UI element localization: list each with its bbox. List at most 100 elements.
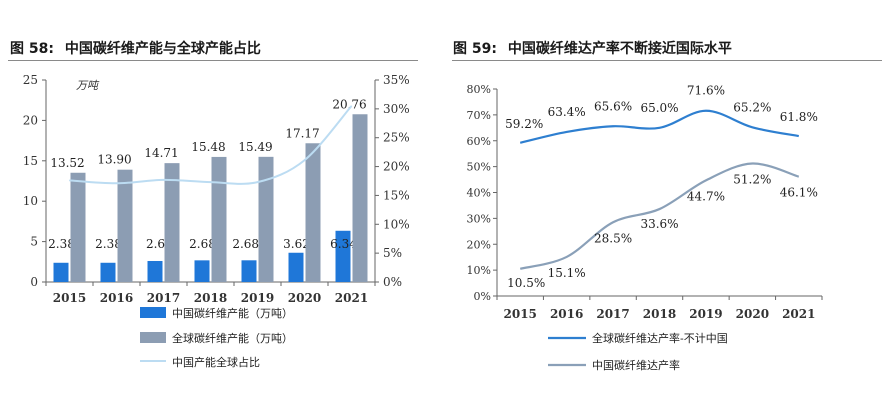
left-x-tick-label: 2021 [335, 291, 368, 305]
global-capacity-label: 13.90 [97, 153, 131, 167]
left-y-tick-label: 25 [23, 73, 38, 87]
legend-label-global-rate: 全球碳纤维达产率-不计中国 [592, 331, 728, 345]
left-chart-title: 图 58: 中国碳纤维产能与全球产能占比 [10, 38, 261, 58]
left-y-tick-label: 5 [30, 235, 38, 249]
china-capacity-label: 2.38 [95, 237, 122, 251]
china-rate-label: 33.6% [640, 217, 678, 231]
global-rate-line [519, 109, 799, 144]
global-rate-label: 61.8% [780, 110, 818, 124]
china-rate-label: 44.7% [687, 189, 725, 203]
china-rate-line [519, 162, 800, 270]
right-y-tick-label: 10% [467, 264, 491, 277]
left-x-tick-label: 2017 [147, 291, 180, 305]
china-share-point [116, 182, 117, 184]
global-capacity-label: 14.71 [144, 146, 178, 160]
left-figure-label: 图 58: [10, 41, 54, 57]
left-y2-tick-label: 35% [383, 73, 410, 87]
right-y-tick-label: 70% [467, 109, 491, 122]
global-capacity-label: 17.17 [285, 126, 319, 140]
left-y-tick-label: 15 [23, 154, 38, 168]
global-capacity-label: 15.48 [191, 140, 225, 154]
right-x-tick-label: 2015 [504, 307, 537, 321]
china-capacity-bar [194, 260, 210, 282]
right-x-tick-label: 2017 [596, 307, 629, 321]
left-y-tick-label: 0 [30, 275, 38, 289]
left-y-tick-label: 20 [23, 113, 38, 127]
right-x-tick-label: 2020 [736, 307, 769, 321]
global-capacity-bar [352, 114, 368, 282]
right-y-tick-label: 30% [467, 212, 491, 225]
left-unit-label: 万吨 [76, 79, 100, 92]
global-rate-label: 59.2% [505, 117, 543, 131]
china-capacity-bar [241, 260, 257, 282]
right-figure-label: 图 59: [453, 41, 497, 57]
legend-swatch-china-capacity [140, 307, 166, 318]
right-y-tick-label: 40% [467, 187, 491, 200]
china-capacity-label: 2.6 [146, 237, 165, 251]
right-x-tick-label: 2016 [550, 307, 583, 321]
global-capacity-bar [258, 156, 274, 282]
right-y-tick-label: 0% [474, 290, 491, 303]
legend-label-global-capacity: 全球碳纤维产能（万吨） [172, 331, 293, 345]
china-share-point [69, 179, 70, 181]
china-share-point [351, 105, 352, 107]
left-y2-tick-label: 20% [383, 160, 410, 174]
global-capacity-label: 15.49 [238, 140, 272, 154]
left-y2-tick-label: 30% [383, 102, 410, 116]
right-x-tick-label: 2018 [643, 307, 676, 321]
global-rate-label: 65.6% [594, 99, 632, 113]
china-rate-label: 51.2% [733, 173, 771, 187]
global-capacity-bar [117, 169, 133, 282]
left-y2-tick-label: 15% [383, 188, 410, 202]
china-rate-label: 15.1% [548, 266, 586, 280]
left-y2-tick-label: 5% [383, 246, 402, 260]
left-chart: 0 5 10 15 20 25 0% 5% 10% 15% 20% 25% 30% 35% 万吨 2015 20… [23, 73, 410, 369]
global-capacity-label: 20.76 [332, 97, 366, 111]
global-rate-label: 65.2% [733, 100, 771, 114]
china-capacity-bar [147, 260, 163, 282]
left-title-text: 中国碳纤维产能与全球产能占比 [64, 41, 261, 57]
global-capacity-bar [305, 143, 321, 282]
left-y-tick-label: 10 [23, 194, 38, 208]
right-y-tick-label: 50% [467, 161, 491, 174]
right-title-divider [452, 60, 882, 61]
left-y2-tick-label: 25% [383, 131, 410, 145]
china-capacity-bar [335, 230, 351, 282]
legend-label-china-capacity: 中国碳纤维产能（万吨） [172, 306, 293, 320]
left-x-tick-label: 2019 [241, 291, 274, 305]
china-share-point [257, 181, 258, 183]
china-share-point [210, 181, 211, 183]
china-capacity-bar [100, 262, 116, 282]
global-rate-label: 71.6% [687, 84, 725, 98]
china-capacity-bar [288, 252, 304, 282]
china-rate-label: 28.5% [594, 231, 632, 245]
china-rate-label: 46.1% [780, 186, 818, 200]
china-capacity-label: 2.68 [189, 237, 216, 251]
legend-swatch-global-capacity [140, 332, 166, 343]
left-y2-tick-label: 10% [383, 217, 410, 231]
left-x-tick-label: 2018 [194, 291, 227, 305]
left-x-tick-label: 2016 [100, 291, 133, 305]
right-x-tick-label: 2021 [782, 307, 815, 321]
china-share-point [304, 159, 305, 161]
left-y2-tick-label: 0% [383, 275, 402, 289]
china-capacity-label: 2.685 [232, 237, 266, 251]
global-capacity-bar [70, 172, 86, 282]
global-capacity-bar [164, 163, 180, 282]
china-rate-label: 10.5% [507, 276, 545, 290]
global-capacity-bar [211, 156, 227, 282]
global-rate-label: 63.4% [548, 105, 586, 119]
left-title-divider [8, 60, 418, 61]
right-y-tick-label: 80% [467, 83, 491, 96]
legend-label-china-rate: 中国碳纤维达产率 [592, 358, 680, 372]
right-title-text: 中国碳纤维达产率不断接近国际水平 [507, 41, 732, 57]
china-capacity-bar [53, 262, 69, 282]
left-x-tick-label: 2020 [288, 291, 321, 305]
china-share-point [163, 179, 164, 181]
left-x-tick-label: 2015 [53, 291, 86, 305]
global-capacity-label: 13.52 [50, 156, 84, 170]
right-y-tick-label: 20% [467, 238, 491, 251]
china-capacity-label: 6.34 [330, 237, 357, 251]
china-capacity-label: 3.62 [283, 237, 310, 251]
